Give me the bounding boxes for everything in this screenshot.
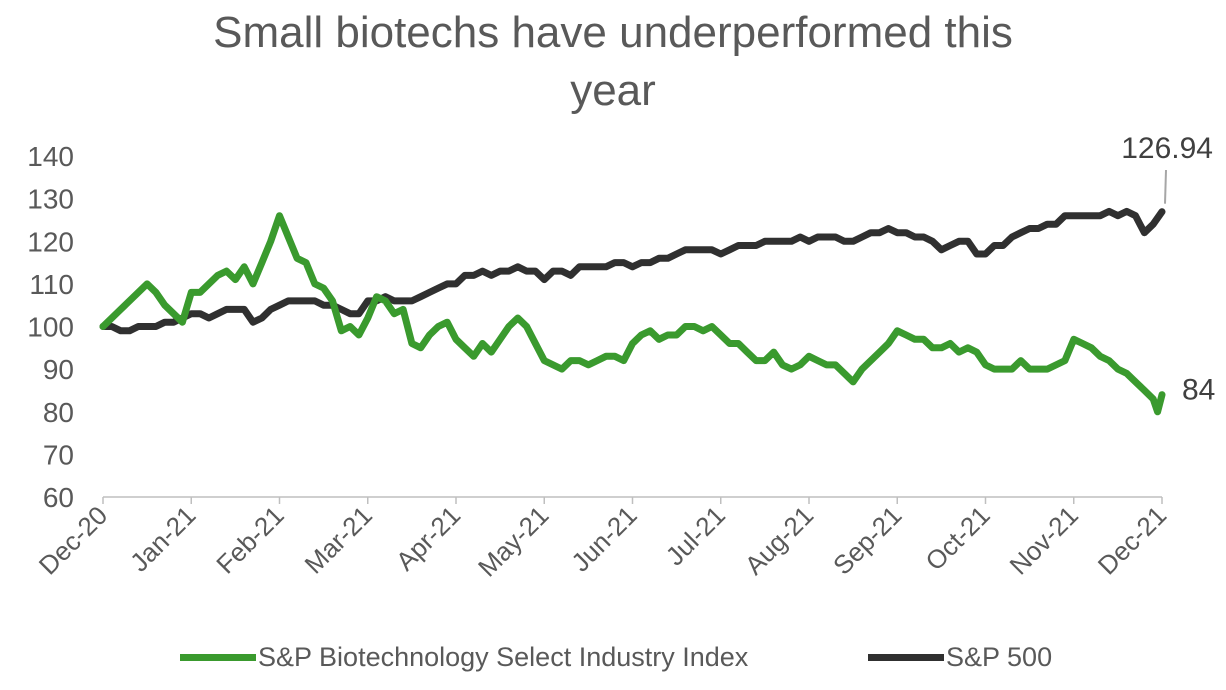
x-tick-label-jun-21: Jun-21 xyxy=(565,500,642,577)
legend-label-sp500: S&P 500 xyxy=(946,642,1053,672)
y-tick-label-110: 110 xyxy=(29,269,74,300)
y-tick-label-60: 60 xyxy=(43,482,74,513)
x-tick-label-dec-21: Dec-21 xyxy=(1092,500,1172,580)
x-tick-label-nov-21: Nov-21 xyxy=(1004,500,1084,580)
legend-swatch-sp500 xyxy=(868,654,944,661)
x-tick-label-aug-21: Aug-21 xyxy=(739,500,819,580)
x-tick-label-jan-21: Jan-21 xyxy=(124,500,201,577)
series-line-sp500 xyxy=(99,207,1166,335)
y-tick-label-120: 120 xyxy=(27,226,74,257)
x-tick-label-feb-21: Feb-21 xyxy=(210,500,289,579)
y-tick-label-90: 90 xyxy=(43,354,74,385)
y-tick-label-70: 70 xyxy=(43,439,74,470)
x-tick-label-mar-21: Mar-21 xyxy=(299,500,378,579)
sp500-label-leader xyxy=(1164,169,1167,204)
y-tick-label-130: 130 xyxy=(27,184,74,215)
sp500-end-label: 126.94 xyxy=(1121,132,1213,165)
legend-swatch-biotech xyxy=(180,654,256,661)
chart-title-line-2: year xyxy=(570,66,656,115)
series-line-biotech xyxy=(99,212,1166,416)
y-tick-label-140: 140 xyxy=(27,141,74,172)
x-tick-label-jul-21: Jul-21 xyxy=(660,500,731,571)
legend-item-sp500: S&P 500 xyxy=(868,642,1052,673)
biotech-end-label: 84 xyxy=(1182,374,1215,407)
y-tick-label-80: 80 xyxy=(43,397,74,428)
x-tick-label-apr-21: Apr-21 xyxy=(390,500,466,576)
y-tick-label-100: 100 xyxy=(27,312,74,343)
x-tick-label-oct-21: Oct-21 xyxy=(919,500,995,576)
chart-title: Small biotechs have underperformed this … xyxy=(0,4,1226,120)
legend-label-biotech: S&P Biotechnology Select Industry Index xyxy=(258,642,749,672)
x-tick-label-sep-21: Sep-21 xyxy=(827,500,907,580)
chart-title-line-1: Small biotechs have underperformed this xyxy=(213,8,1013,57)
legend: S&P Biotechnology Select Industry Index … xyxy=(0,636,1226,686)
legend-item-biotech: S&P Biotechnology Select Industry Index xyxy=(180,642,748,673)
x-tick-label-may-21: May-21 xyxy=(472,500,555,583)
